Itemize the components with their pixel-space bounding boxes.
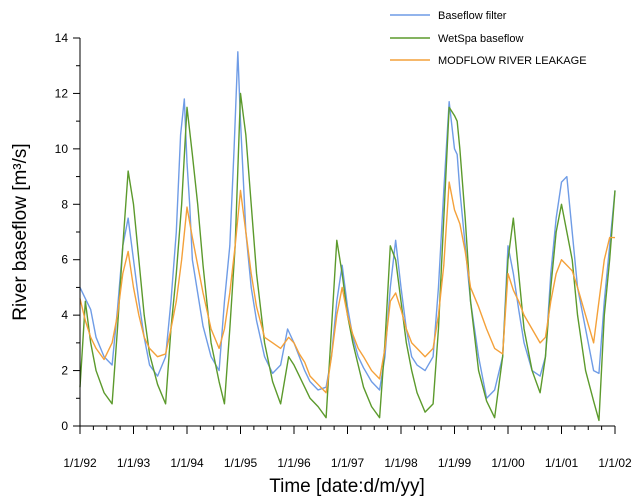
legend-label-baseflow-filter: Baseflow filter — [438, 10, 507, 22]
y-tick-label: 0 — [61, 419, 68, 433]
x-tick-label: 1/1/01 — [545, 456, 579, 470]
x-tick-label: 1/1/99 — [438, 456, 472, 470]
y-ticks: 0 2 4 6 8 10 12 14 — [55, 31, 80, 433]
axes — [79, 38, 615, 427]
y-tick-label: 6 — [61, 253, 68, 267]
x-tick-label: 1/1/98 — [384, 456, 418, 470]
x-tick-label: 1/1/95 — [224, 456, 258, 470]
legend-label-wetspa-baseflow: WetSpa baseflow — [438, 33, 523, 45]
x-axis-title: Time [date:d/m/yy] — [269, 476, 425, 497]
x-tick-label: 1/1/00 — [491, 456, 525, 470]
x-tick-label: 1/1/02 — [598, 456, 632, 470]
x-tick-label: 1/1/97 — [331, 456, 365, 470]
x-tick-label: 1/1/92 — [63, 456, 97, 470]
legend-label-modflow-river-leakage: MODFLOW RIVER LEAKAGE — [438, 55, 587, 67]
x-ticks: 1/1/92 1/1/93 1/1/94 1/1/95 1/1/96 1/1/97 1/1/… — [63, 426, 632, 470]
x-tick-label: 1/1/93 — [117, 456, 151, 470]
y-tick-label: 4 — [61, 308, 68, 322]
legend: Baseflow filter WetSpa baseflow MODFLOW … — [390, 10, 587, 67]
y-axis-title: River baseflow [m³/s] — [10, 143, 31, 320]
series-line-baseflow-filter — [79, 51, 616, 399]
x-tick-label: 1/1/96 — [277, 456, 311, 470]
series-line-modflow-river-leakage — [79, 181, 615, 394]
y-tick-label: 10 — [55, 142, 69, 156]
y-tick-label: 14 — [55, 31, 69, 45]
y-tick-label: 8 — [61, 197, 68, 211]
series-layer — [79, 51, 616, 422]
series-line-wetspa-baseflow — [79, 92, 616, 422]
y-tick-label: 2 — [61, 364, 68, 378]
y-tick-label: 12 — [55, 86, 69, 100]
x-tick-label: 1/1/94 — [170, 456, 204, 470]
